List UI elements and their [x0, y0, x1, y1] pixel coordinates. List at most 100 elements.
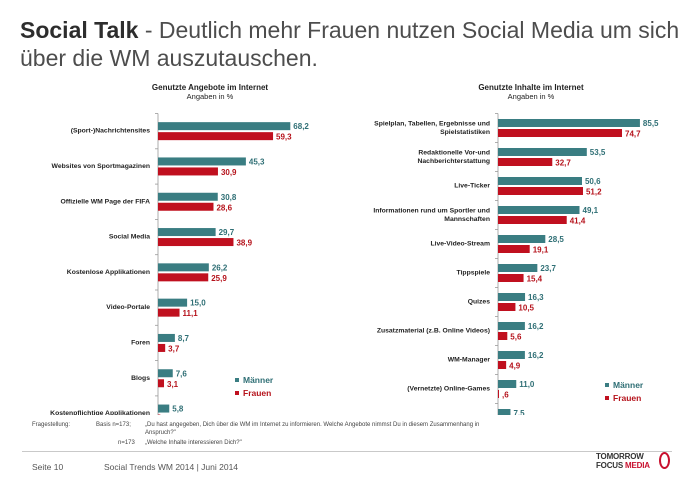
bar-maenner	[158, 263, 209, 272]
bar-maenner	[158, 122, 291, 131]
footer-page-number: Seite 10	[32, 462, 64, 472]
data-label-frauen: 3,7	[168, 344, 180, 353]
bar-frauen	[498, 390, 499, 398]
bar-frauen	[498, 274, 524, 282]
data-label-frauen: 30,9	[221, 168, 237, 177]
footer-divider	[22, 451, 672, 452]
data-label-maenner: 7,5	[513, 409, 525, 415]
category-label: Live-Ticker	[454, 183, 490, 190]
chart-subtitle: Angaben in %	[187, 92, 234, 101]
legend-label-maenner: Männer	[243, 375, 274, 385]
data-label-frauen: 5,6	[510, 333, 522, 342]
category-label: Zusatzmaterial (z.B. Online Videos)	[377, 328, 490, 335]
bar-frauen	[158, 343, 166, 352]
data-label-maenner: 16,3	[528, 293, 544, 302]
data-label-frauen: 32,7	[555, 159, 571, 168]
category-label: (Sport-)Nachrichtensites	[71, 128, 151, 135]
data-label-maenner: 8,7	[178, 334, 190, 343]
data-label-maenner: 26,2	[212, 263, 228, 272]
bar-frauen	[158, 202, 214, 211]
footnote-label: Fragestellung:	[32, 422, 71, 428]
footnote-question-1-line-1: „Du hast angegeben, Dich über die WM im …	[145, 422, 480, 428]
bar-maenner	[158, 157, 246, 166]
data-label-frauen: ,6	[502, 391, 509, 400]
bar-frauen	[498, 332, 508, 340]
category-label: Websites von Sportmagazinen	[52, 163, 150, 170]
category-label: Kostenpflichtige Applikationen	[50, 410, 150, 415]
title-text: - Deutlich mehr Frauen nutzen Social Med…	[20, 17, 680, 71]
category-label: Social Media	[109, 234, 150, 241]
data-label-maenner: 30,8	[221, 193, 237, 202]
category-label: Offizielle WM Page der FIFA	[60, 198, 150, 205]
bar-frauen	[498, 245, 530, 253]
category-label: Informationen rund um Sportler und	[373, 207, 490, 214]
legend-swatch-maenner	[235, 378, 239, 382]
data-label-frauen: 74,7	[625, 130, 641, 139]
bar-maenner	[158, 333, 175, 342]
category-label: Video-Portale	[106, 304, 150, 311]
legend-label-maenner: Männer	[613, 380, 644, 390]
data-label-frauen: 41,4	[570, 217, 586, 226]
bar-frauen	[158, 167, 218, 176]
bar-maenner	[498, 264, 538, 272]
data-label-maenner: 49,1	[583, 206, 599, 215]
logo-line-2: FOCUS MEDIA	[596, 461, 650, 470]
category-label: Foren	[131, 339, 150, 346]
bar-maenner	[158, 192, 218, 201]
bar-frauen	[498, 187, 583, 195]
bar-frauen	[498, 216, 567, 224]
bar-maenner	[498, 235, 546, 243]
data-label-maenner: 16,2	[528, 351, 544, 360]
category-label: WM-Manager	[448, 357, 491, 364]
footer-source: Social Trends WM 2014 | Juni 2014	[104, 462, 239, 472]
data-label-frauen: 59,3	[276, 133, 292, 142]
bar-frauen	[158, 273, 209, 282]
title-brand: Social Talk	[20, 17, 139, 43]
bar-maenner	[158, 404, 170, 413]
legend-swatch-maenner	[605, 383, 609, 387]
data-label-frauen: 11,1	[183, 309, 199, 318]
bar-maenner	[498, 119, 640, 127]
data-label-frauen: 25,9	[211, 274, 227, 283]
bar-frauen	[498, 303, 516, 311]
category-label: Spielstatistiken	[440, 129, 490, 136]
tomorrow-focus-media-logo: TOMORROW FOCUS MEDIA	[596, 451, 678, 473]
data-label-maenner: 5,8	[172, 405, 184, 414]
data-label-maenner: 29,7	[219, 228, 235, 237]
bar-frauen	[158, 238, 234, 247]
category-label: Quizes	[468, 299, 491, 306]
bar-maenner	[498, 409, 511, 415]
chart-title: Genutzte Angebote im Internet	[152, 83, 268, 92]
footnote-question-2: „Welche Inhalte interessieren Dich?"	[145, 440, 242, 446]
footnote-question-1: „Du hast angegeben, Dich über die WM im …	[145, 421, 479, 437]
chart-subtitle: Angaben in %	[508, 92, 555, 101]
data-label-frauen: 51,2	[586, 188, 602, 197]
footnote-question-1-line-2: Anspruch?"	[145, 430, 176, 436]
footnote-basis-1: Basis n=173;	[96, 422, 131, 428]
legend-label-frauen: Frauen	[243, 388, 271, 398]
data-label-frauen: 4,9	[509, 362, 521, 371]
category-label: Blogs	[131, 375, 150, 382]
footnote-basis-2: n=173	[118, 440, 135, 446]
logo-word-focus: FOCUS	[596, 461, 624, 470]
bar-maenner	[498, 380, 517, 388]
bar-frauen	[158, 379, 165, 388]
data-label-maenner: 45,3	[249, 157, 265, 166]
bar-maenner	[498, 177, 582, 185]
slide-title: Social Talk - Deutlich mehr Frauen nutze…	[20, 16, 680, 72]
bar-maenner	[158, 298, 188, 307]
bar-frauen	[498, 361, 507, 369]
data-label-frauen: 10,5	[518, 304, 534, 313]
bar-maenner	[498, 206, 580, 214]
data-label-frauen: 19,1	[533, 246, 549, 255]
bar-maenner	[498, 351, 525, 359]
bar-frauen	[158, 132, 274, 141]
category-label: (Vernetzte) Online-Games	[407, 386, 490, 393]
category-label: Live-Video-Stream	[430, 241, 490, 248]
bar-frauen	[498, 129, 623, 137]
category-label: Spielplan, Tabellen, Ergebnisse und	[374, 120, 490, 127]
data-label-frauen: 38,9	[236, 239, 252, 248]
